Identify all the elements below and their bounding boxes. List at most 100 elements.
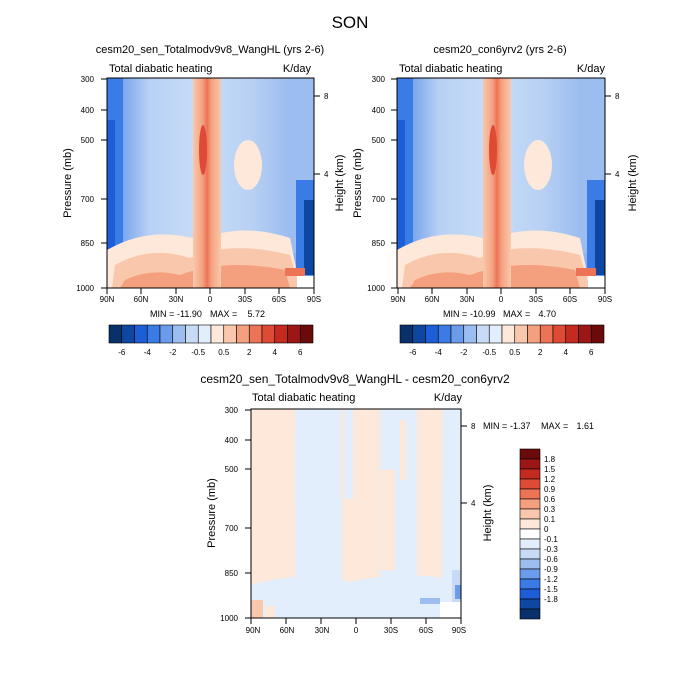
panel-3-x-tick-60s: 60S	[419, 626, 433, 635]
colorbar-swatch	[519, 578, 541, 590]
panel-3: cesm20_sen_Totalmodv9v8_WangHL - cesm20_…	[200, 372, 594, 635]
panel-2-x-ticks: 90N 60N 30N 0 30S 60S 90S	[391, 295, 612, 304]
panel-3-y-tick-300: 300	[225, 406, 239, 415]
panel-1-y-right-tick-8: 8	[324, 92, 329, 101]
colorbar-label: -0.3	[544, 545, 558, 554]
colorbar-label: 4	[273, 348, 278, 357]
panel-3-x-tick-60n: 60N	[280, 626, 295, 635]
panel-2-y-right-tick-8: 8	[615, 92, 620, 101]
panel-3-min-value: -1.37	[510, 421, 531, 431]
panel-1-field	[107, 78, 314, 288]
colorbar-swatch	[519, 488, 541, 500]
colorbar-swatch	[450, 324, 465, 344]
panel-3-stats: MIN = -1.37 MAX = 1.61	[483, 421, 594, 431]
panel-2-max-label: MAX =	[503, 309, 530, 319]
panel-2-stats: MIN = -10.99 MAX = 4.70	[443, 309, 556, 319]
panel-1-y-tick-400: 400	[81, 106, 95, 115]
panel-3-max-label: MAX =	[541, 421, 568, 431]
colorbar-label: 1.5	[544, 465, 556, 474]
colorbar-label: 6	[589, 348, 594, 357]
colorbar-swatch	[519, 448, 541, 460]
panel-1-y-tick-1000: 1000	[76, 284, 94, 293]
panel-3-x-tick-90n: 90N	[246, 626, 261, 635]
colorbar-label: -0.6	[544, 555, 558, 564]
panel-1: cesm20_sen_Totalmodv9v8_WangHL (yrs 2-6)…	[62, 44, 346, 357]
colorbar-swatch	[590, 324, 605, 344]
panel-2-title: cesm20_con6yrv2 (yrs 2-6)	[433, 44, 566, 56]
panel-2-min-label: MIN =	[443, 309, 467, 319]
colorbar-swatch	[261, 324, 276, 344]
panel-3-x-ticks: 90N 60N 30N 0 30S 60S 90S	[246, 626, 466, 635]
colorbar-swatch	[248, 324, 263, 344]
panel-2-x-tick-90s: 90S	[598, 295, 612, 304]
panel-1-right-string: K/day	[283, 63, 312, 75]
panel-3-y-tick-400: 400	[225, 436, 239, 445]
panel-3-max-value: 1.61	[576, 421, 594, 431]
panel-2-min-value: -10.99	[470, 309, 496, 319]
panel-2-y-tick-850: 850	[372, 239, 386, 248]
panel-1-y-tick-500: 500	[81, 136, 95, 145]
colorbar-swatch	[399, 324, 414, 344]
panel-1-ylabel-right: Height (km)	[334, 155, 346, 212]
colorbar-label: -2	[460, 348, 468, 357]
panel-2-ylabel-right: Height (km)	[627, 155, 639, 212]
colorbar-label: 0.6	[544, 495, 556, 504]
panel-2-x-tick-0: 0	[499, 295, 504, 304]
panel-3-colorbar: 1.81.51.20.90.60.30.10-0.1-0.3-0.6-0.9-1…	[519, 448, 558, 620]
panel-2-y-ticks: 300 400 500 700 850 1000	[367, 75, 385, 293]
panel-3-right-string: K/day	[434, 392, 463, 404]
panel-1-x-tick-30n: 30N	[169, 295, 184, 304]
colorbar-swatch	[425, 324, 439, 344]
panel-3-y-tick-1000: 1000	[220, 614, 238, 623]
panel-1-stats: MIN = -11.90 MAX = 5.72	[150, 309, 265, 319]
panel-3-min-label: MIN =	[483, 421, 507, 431]
colorbar-label: -6	[118, 348, 126, 357]
colorbar-swatch	[519, 468, 541, 480]
colorbar-swatch	[519, 568, 541, 580]
panel-3-y-tick-850: 850	[225, 569, 239, 578]
colorbar-swatch	[578, 324, 592, 344]
colorbar-swatch	[519, 478, 541, 490]
panel-2-left-string: Total diabatic heating	[399, 63, 502, 75]
colorbar-label: -1.5	[544, 585, 558, 594]
colorbar-label: 0.5	[218, 348, 230, 357]
panel-3-y-ticks: 300 400 500 700 850 1000	[220, 406, 238, 623]
panel-1-y-tick-300: 300	[81, 75, 95, 84]
colorbar-label: -0.9	[544, 565, 558, 574]
colorbar-swatch	[412, 324, 426, 344]
panel-1-y-ticks: 300 400 500 700 850 1000	[76, 75, 94, 293]
colorbar-label: -1.8	[544, 595, 558, 604]
colorbar-swatch	[519, 558, 541, 570]
colorbar-label: 1.8	[544, 455, 556, 464]
panel-3-y-tick-500: 500	[225, 465, 239, 474]
panel-1-x-tick-90s: 90S	[307, 295, 321, 304]
colorbar-swatch	[185, 324, 199, 344]
colorbar-label: -6	[409, 348, 417, 357]
colorbar-label: -4	[144, 348, 152, 357]
colorbar-label: 2	[247, 348, 252, 357]
colorbar-swatch	[519, 548, 541, 560]
colorbar-label: -4	[435, 348, 443, 357]
colorbar-swatch	[108, 324, 123, 344]
panel-2-x-tick-60n: 60N	[425, 295, 440, 304]
panel-1-title: cesm20_sen_Totalmodv9v8_WangHL (yrs 2-6)	[96, 44, 324, 56]
panel-3-ylabel-right: Height (km)	[482, 485, 494, 542]
colorbar-swatch	[552, 324, 567, 344]
panel-2: cesm20_con6yrv2 (yrs 2-6) Total diabatic…	[352, 44, 639, 357]
panel-1-x-tick-30s: 30S	[238, 295, 252, 304]
panel-2-y-tick-300: 300	[372, 75, 386, 84]
panel-2-ylabel: Pressure (mb)	[352, 148, 364, 218]
colorbar-swatch	[236, 324, 250, 344]
panel-2-x-tick-60s: 60S	[563, 295, 577, 304]
colorbar-swatch	[519, 538, 541, 550]
panel-2-max-value: 4.70	[538, 309, 556, 319]
panel-3-x-tick-90s: 90S	[452, 626, 466, 635]
panel-2-y-tick-500: 500	[372, 136, 386, 145]
colorbar-swatch	[501, 324, 516, 344]
colorbar-swatch	[437, 324, 452, 344]
colorbar-label: -0.1	[544, 535, 558, 544]
colorbar-label: 2	[538, 348, 543, 357]
panel-2-colorbar: -6 -4 -2 -0.5 0.5 2 4 6	[399, 324, 605, 357]
colorbar-label: 0.3	[544, 505, 556, 514]
